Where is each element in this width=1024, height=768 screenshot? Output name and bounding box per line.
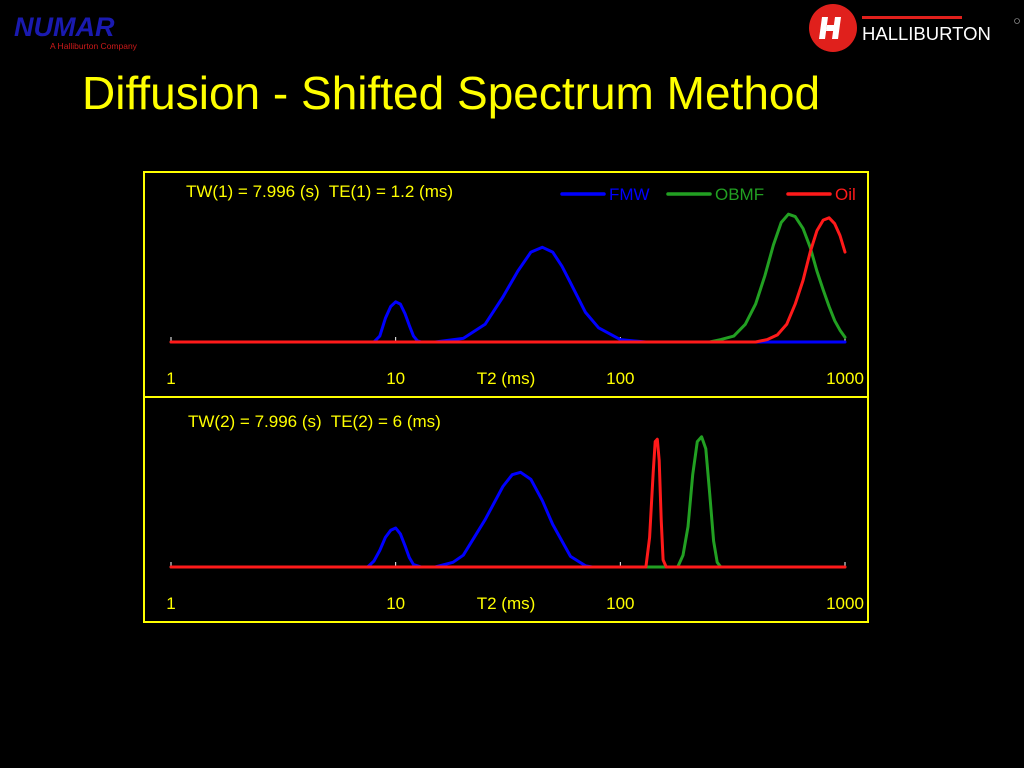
numar-logo-tagline: A Halliburton Company	[50, 41, 138, 51]
numar-logo: NUMAR A Halliburton Company	[14, 12, 138, 51]
series-line-obmf	[169, 212, 847, 344]
halliburton-logo-wordmark: HALLIBURTON	[862, 23, 991, 44]
x-tick-label: 1000	[826, 369, 864, 388]
x-tick-label: 100	[606, 369, 634, 388]
numar-logo-wordmark: NUMAR	[14, 12, 115, 42]
series-line-obmf	[169, 435, 847, 569]
x-tick-label: 10	[386, 594, 405, 613]
x-tick-label: 10	[386, 369, 405, 388]
series-line-fmw	[169, 470, 847, 569]
x-tick-label: 100	[606, 594, 634, 613]
x-axis-label: T2 (ms)	[477, 594, 536, 613]
x-tick-label: 1	[166, 369, 175, 388]
x-tick-label: 1	[166, 594, 175, 613]
slide-title: Diffusion - Shifted Spectrum Method	[82, 67, 821, 119]
x-tick-label: 1000	[826, 594, 864, 613]
legend-label-obmf: OBMF	[715, 185, 764, 204]
panel-annotation: TW(1) = 7.996 (s) TE(1) = 1.2 (ms)	[186, 182, 453, 201]
series-line-fmw	[169, 245, 847, 344]
halliburton-logo: HALLIBURTON	[809, 4, 1020, 52]
chart-divider	[143, 396, 869, 398]
panel-annotation: TW(2) = 7.996 (s) TE(2) = 6 (ms)	[188, 412, 441, 431]
series-line-oil	[169, 216, 847, 344]
series-line-oil	[169, 437, 847, 569]
x-axis-label: T2 (ms)	[477, 369, 536, 388]
legend-label-oil: Oil	[835, 185, 856, 204]
legend-label-fmw: FMW	[609, 185, 650, 204]
